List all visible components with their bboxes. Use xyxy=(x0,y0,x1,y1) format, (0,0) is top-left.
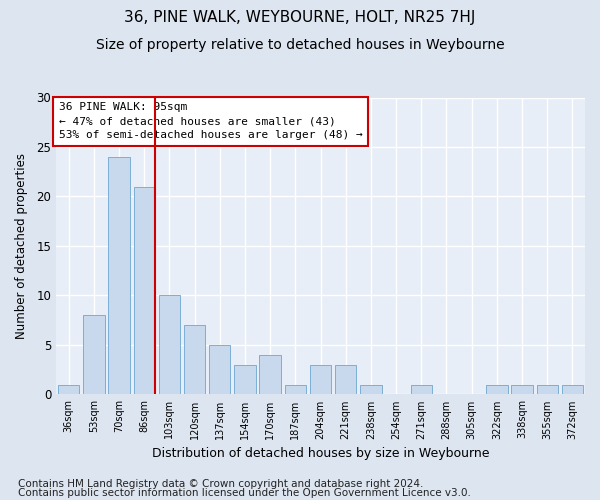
Bar xyxy=(184,325,205,394)
Y-axis label: Number of detached properties: Number of detached properties xyxy=(15,153,28,339)
Bar xyxy=(58,384,79,394)
Bar xyxy=(562,384,583,394)
Text: 36, PINE WALK, WEYBOURNE, HOLT, NR25 7HJ: 36, PINE WALK, WEYBOURNE, HOLT, NR25 7HJ xyxy=(124,10,476,25)
Bar xyxy=(83,315,104,394)
Text: 36 PINE WALK: 95sqm
← 47% of detached houses are smaller (43)
53% of semi-detach: 36 PINE WALK: 95sqm ← 47% of detached ho… xyxy=(59,102,362,141)
Bar xyxy=(159,296,180,394)
Bar xyxy=(134,186,155,394)
Bar xyxy=(209,345,230,395)
Bar xyxy=(284,384,306,394)
Bar xyxy=(360,384,382,394)
Bar xyxy=(234,364,256,394)
Bar xyxy=(259,355,281,395)
Bar xyxy=(410,384,432,394)
Bar xyxy=(511,384,533,394)
Bar xyxy=(109,157,130,394)
Text: Contains HM Land Registry data © Crown copyright and database right 2024.: Contains HM Land Registry data © Crown c… xyxy=(18,479,424,489)
Bar xyxy=(310,364,331,394)
Bar xyxy=(536,384,558,394)
Text: Contains public sector information licensed under the Open Government Licence v3: Contains public sector information licen… xyxy=(18,488,471,498)
Bar xyxy=(335,364,356,394)
Text: Size of property relative to detached houses in Weybourne: Size of property relative to detached ho… xyxy=(95,38,505,52)
Bar xyxy=(486,384,508,394)
X-axis label: Distribution of detached houses by size in Weybourne: Distribution of detached houses by size … xyxy=(152,447,489,460)
